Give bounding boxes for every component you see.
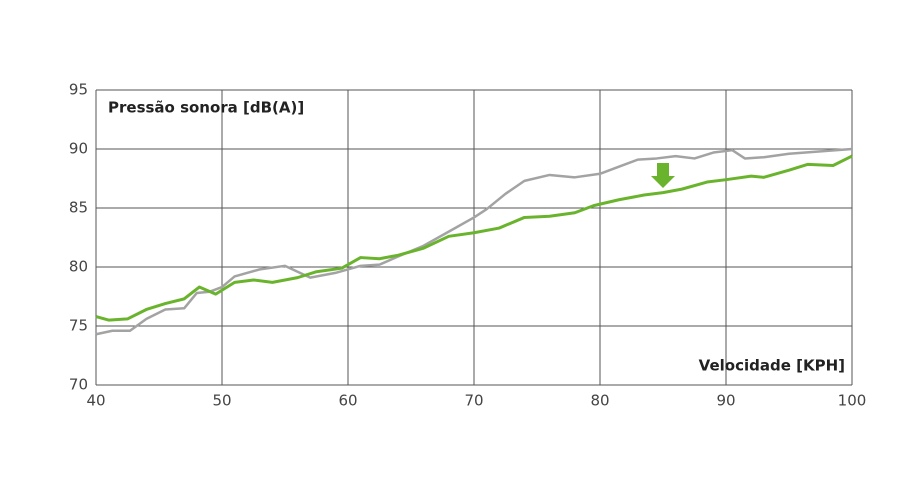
x-axis-label: Velocidade [KPH] (699, 357, 845, 375)
grid (95, 89, 853, 386)
y-tick-label: 95 (69, 81, 88, 99)
lines (95, 147, 853, 336)
x-tick-label: 100 (838, 392, 867, 410)
x-tick-label: 40 (86, 392, 105, 410)
y-tick-label: 80 (69, 258, 88, 276)
series-line (95, 147, 853, 336)
x-tick-label: 80 (590, 392, 609, 410)
series-line (95, 154, 853, 322)
x-tick-label: 70 (464, 392, 483, 410)
x-tick-label: 90 (716, 392, 735, 410)
y-axis-label: Pressão sonora [dB(A)] (108, 99, 304, 117)
arrow-annotation (651, 163, 675, 188)
x-tick-label: 60 (338, 392, 357, 410)
y-tick-label: 90 (69, 140, 88, 158)
y-tick-label: 85 (69, 199, 88, 217)
y-tick-label: 70 (69, 376, 88, 394)
y-tick-label: 75 (69, 317, 88, 335)
x-tick-label: 50 (212, 392, 231, 410)
